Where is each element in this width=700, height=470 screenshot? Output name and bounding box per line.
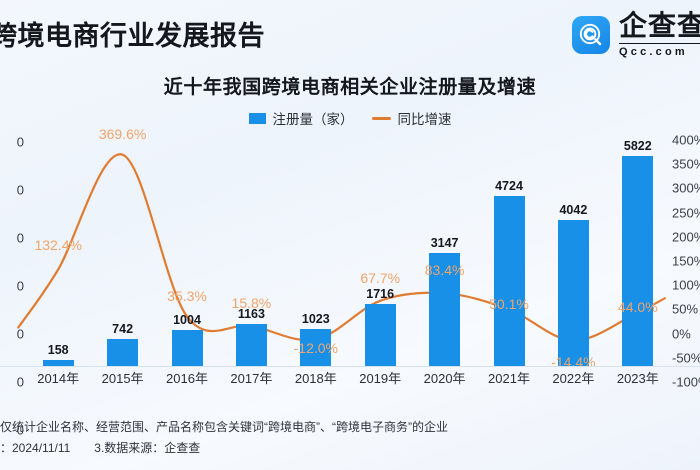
y-axis-right-tick: 200% (672, 229, 700, 245)
growth-rate-label: 15.8% (231, 294, 272, 311)
growth-rate-label: 369.6% (98, 125, 147, 142)
growth-rate-label: -12.0% (293, 340, 338, 357)
x-axis-tick-label: 2019年 (359, 371, 402, 386)
y-axis-left-tick: 0 (16, 134, 24, 150)
footnotes: 明: 围：仅统计企业名称、经营范围、产品名称包含关键词“跨境电商”、“跨境电子商… (0, 396, 700, 461)
x-axis-tick-label: 2022年 (552, 371, 595, 386)
legend-bar-swatch-icon (248, 112, 266, 124)
growth-rate-label: 67.7% (360, 269, 401, 286)
chart-bar[interactable] (364, 304, 396, 366)
y-axis-left-tick: 0 (16, 278, 24, 294)
y-axis-left-tick: 0 (16, 374, 24, 390)
x-axis-tick-label: 2016年 (166, 371, 208, 386)
note-stat-time: 时间：2024/11/11 (0, 441, 71, 456)
x-axis-tick-label: 2015年 (101, 371, 144, 386)
legend-item-bar[interactable]: 注册量（家） (248, 108, 354, 128)
bar-value-label: 742 (112, 322, 134, 337)
y-axis-right-tick: 400% (672, 132, 700, 148)
note-line-2: 围：仅统计企业名称、经营范围、产品名称包含关键词“跨境电商”、“跨境电子商务”的… (0, 419, 448, 434)
x-axis-tick-label: 2020年 (423, 371, 466, 386)
y-axis-left-tick: 0 (16, 422, 24, 438)
y-axis-right-tick: -100% (672, 374, 700, 390)
chart-title: 近十年我国跨境电商相关企业注册量及增速 (163, 77, 537, 98)
x-axis-tick-label: 2017年 (230, 371, 273, 386)
growth-rate-label: 35.3% (167, 287, 207, 304)
chart-bar[interactable] (235, 324, 267, 366)
y-axis-right-tick: 0% (672, 326, 691, 342)
note-line-1: 明: (0, 396, 700, 415)
note-data-source: 3.数据来源：企查查 (94, 441, 201, 456)
x-axis-tick-label: 2018年 (294, 371, 337, 386)
chart-bar[interactable] (300, 329, 332, 366)
note-line-3: 时间：2024/11/11 3.数据来源：企查查 (0, 439, 700, 458)
y-axis-right-tick: 50% (672, 301, 699, 317)
legend-line-label: 同比增速 (397, 112, 452, 127)
bar-value-label: 3147 (430, 235, 459, 250)
y-axis-right-tick: 250% (672, 205, 700, 221)
chart-plot-area: 0 0 0 0 0 0 0 400% 350% 300% 250% 200% 150% 100% 50% 0… (0, 125, 700, 438)
y-axis-left-tick: 0 (16, 182, 24, 198)
logo-en-text: Qcc.com (619, 43, 700, 58)
x-axis-rule (0, 366, 700, 367)
x-axis-labels: 2014年 2015年 2016年 2017年 2018年 2019年 2020年 2021年… (0, 368, 700, 390)
page-header: 跨境电商行业发展报告 企查查 Qcc.com (0, 0, 700, 62)
bar-value-label: 4724 (495, 178, 523, 193)
bar-value-label: 5822 (623, 139, 652, 154)
chart-legend: 注册量（家） 同比增速 (0, 108, 700, 128)
growth-rate-label: 44.0% (617, 299, 658, 316)
logo-cn-text: 企查查 (619, 10, 700, 41)
bar-value-label: 1023 (301, 312, 330, 327)
y-axis-left-tick: 0 (16, 230, 24, 246)
chart-bar[interactable] (171, 329, 203, 366)
growth-rate-label: 132.4% (34, 236, 82, 253)
growth-rate-label: 83.4% (424, 262, 465, 279)
x-axis-tick-label: 2014年 (37, 371, 80, 386)
chart-bar[interactable] (557, 220, 589, 366)
bar-value-label: 1716 (366, 287, 395, 302)
y-axis-right-tick: 350% (672, 156, 700, 172)
chart-bar[interactable] (107, 339, 139, 366)
growth-rate-label: 50.1% (489, 296, 529, 313)
bar-value-label: 158 (47, 343, 69, 358)
chart-bar[interactable] (42, 360, 74, 366)
y-axis-left-tick: 0 (16, 326, 24, 342)
growth-rate-label: -14.4% (551, 353, 596, 370)
y-axis-right-tick: 150% (672, 253, 700, 269)
y-axis-right-tick: 300% (672, 180, 700, 196)
chart-bar[interactable] (493, 195, 525, 366)
brand-logo: 企查查 Qcc.com (572, 12, 700, 58)
legend-bar-label: 注册量（家） (272, 112, 354, 127)
qcc-at-logo-icon (572, 16, 610, 54)
page-title: 跨境电商行业发展报告 (0, 21, 265, 51)
chart-bar[interactable] (622, 156, 654, 366)
bar-value-label: 4042 (559, 203, 588, 218)
legend-line-swatch-icon (371, 116, 391, 120)
y-axis-right-tick: 100% (672, 277, 700, 293)
bar-value-label: 1004 (173, 312, 201, 327)
legend-item-line[interactable]: 同比增速 (371, 108, 452, 128)
bar-value-label: 1163 (237, 307, 265, 322)
trend-line-svg (17, 153, 666, 342)
chart-bar[interactable] (429, 252, 461, 366)
x-axis-tick-label: 2023年 (616, 371, 659, 386)
x-axis-tick-label: 2021年 (488, 371, 530, 386)
y-axis-right-tick: -50% (672, 350, 700, 366)
